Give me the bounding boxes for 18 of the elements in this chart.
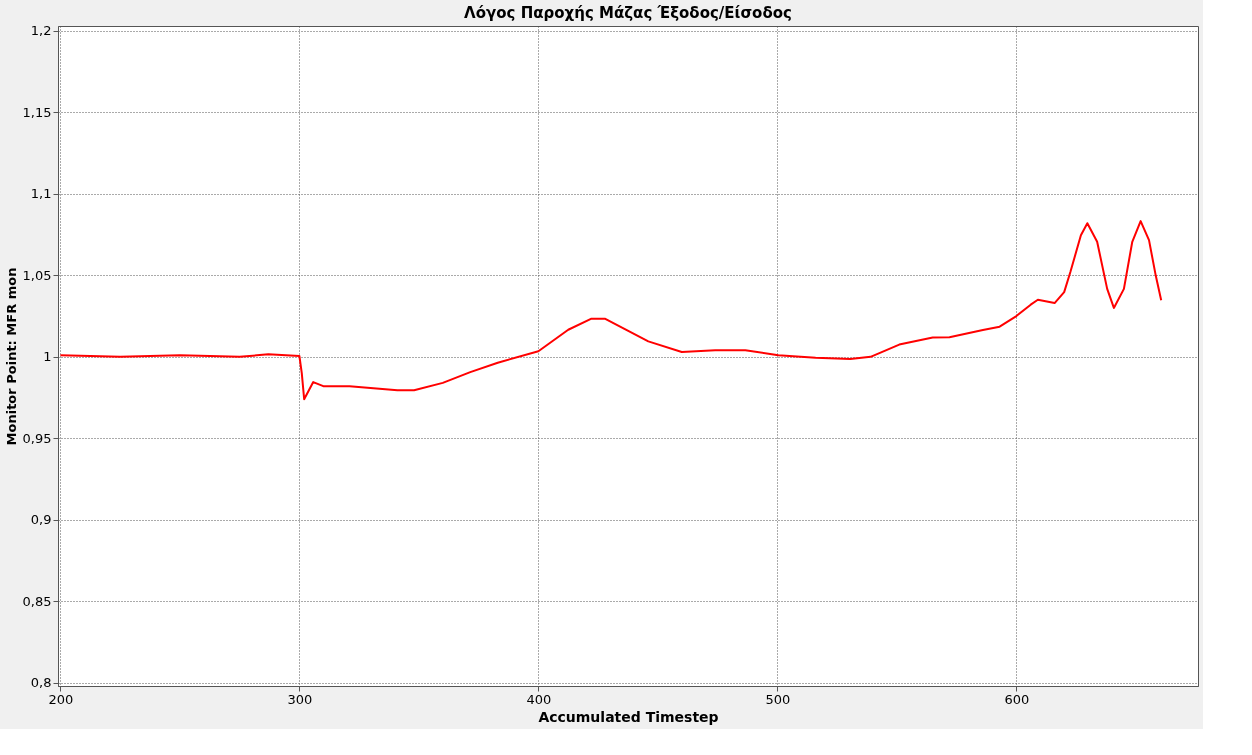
y-tick-label: 0,95 [22, 430, 52, 446]
y-tick-label: 1,1 [30, 186, 52, 202]
chart-title: Λόγος Παροχής Μάζας Έξοδος/Είσοδος [464, 3, 792, 22]
y-tick-label: 0,8 [30, 675, 52, 691]
line-series [59, 220, 1163, 401]
y-tick-label: 1,05 [22, 267, 52, 283]
x-tick-label: 300 [287, 691, 313, 707]
y-tick-label: 1,2 [30, 23, 52, 39]
y-tick-label: 1 [43, 349, 52, 365]
x-tick-label: 500 [765, 691, 791, 707]
y-tick-label: 0,9 [30, 512, 52, 528]
x-tick-label: 600 [1004, 691, 1030, 707]
y-axis-title: Monitor Point: MFR mon [3, 267, 19, 446]
x-tick-label: 400 [526, 691, 552, 707]
y-tick-label: 1,15 [22, 104, 52, 120]
y-tick-label: 0,85 [22, 593, 52, 609]
x-axis-title: Accumulated Timestep [538, 708, 719, 725]
x-tick-label: 200 [48, 691, 74, 707]
